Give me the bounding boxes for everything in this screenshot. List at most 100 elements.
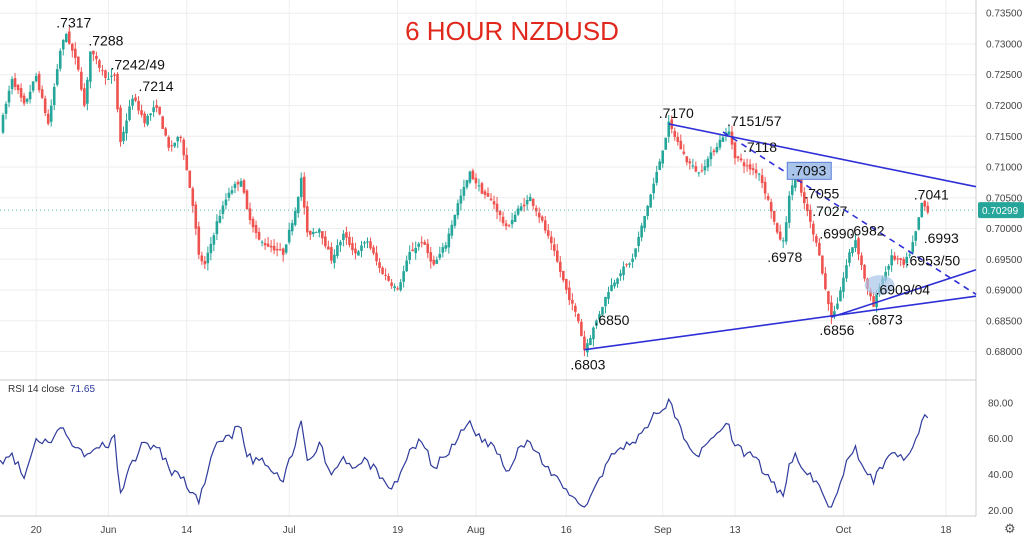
candle-body xyxy=(215,221,219,235)
candle-body xyxy=(769,202,773,212)
candle-body xyxy=(462,186,466,196)
candle-body xyxy=(772,210,776,222)
candle-body xyxy=(137,100,140,111)
candle-body xyxy=(275,248,279,251)
candle-body xyxy=(920,202,924,217)
candle-body xyxy=(607,291,610,299)
candle-body xyxy=(613,282,616,287)
candle-body xyxy=(173,142,177,147)
candle-body xyxy=(55,69,59,85)
rsi-tick-label: 60.00 xyxy=(988,434,1013,445)
candle-body xyxy=(327,246,330,250)
candle-body xyxy=(116,73,119,110)
candle-body xyxy=(706,158,710,168)
price-tick-label: 0.72000 xyxy=(986,101,1023,112)
price-annotations: .7317.7288 .7242/49 .7214 .7170 .7151/57 .711… xyxy=(56,15,960,373)
candle-body xyxy=(809,209,812,222)
candle-body xyxy=(465,180,469,188)
candle-body xyxy=(565,278,568,290)
candle-body xyxy=(830,302,833,317)
candle-body xyxy=(200,255,204,262)
rsi-label: RSI 14 close xyxy=(8,384,65,395)
candle-body xyxy=(534,207,538,212)
rsi-panel: RSI 14 close 71.65 80.00 60.00 40.00 20.00 xyxy=(0,384,1013,517)
candle-body xyxy=(697,172,701,174)
candle-body xyxy=(305,206,309,233)
candle-body xyxy=(513,214,517,222)
candle-body xyxy=(351,243,354,251)
price-annotation: .6990 xyxy=(819,226,854,242)
candle-body xyxy=(98,60,101,68)
candle-body xyxy=(715,147,719,152)
time-tick-label: Aug xyxy=(467,525,485,536)
candle-body xyxy=(86,79,89,104)
candle-body xyxy=(558,261,562,272)
price-tick-label: 0.72500 xyxy=(986,70,1023,81)
candle-body xyxy=(80,71,83,90)
candle-body xyxy=(333,254,336,264)
candle-body xyxy=(134,97,137,101)
candle-body xyxy=(269,245,273,248)
price-annotation: .7214 xyxy=(139,78,174,94)
price-annotation: .6982 xyxy=(850,223,885,239)
candle-body xyxy=(290,223,294,232)
candle-body xyxy=(703,166,707,171)
candle-body xyxy=(203,260,207,265)
candle-body xyxy=(531,198,535,206)
time-tick-label: Jun xyxy=(100,525,116,536)
candle-body xyxy=(540,216,544,221)
candle-body xyxy=(70,43,74,51)
candle-body xyxy=(730,131,734,145)
candle-body xyxy=(655,171,658,183)
candle-body xyxy=(787,195,791,223)
candle-body xyxy=(682,151,686,154)
candle-body xyxy=(296,196,300,214)
price-annotation: .7288 xyxy=(88,32,123,48)
candle-body xyxy=(923,201,927,207)
candle-body xyxy=(468,171,472,183)
candle-body xyxy=(311,231,315,235)
candle-body xyxy=(61,39,65,50)
candle-body xyxy=(854,240,857,248)
candle-body xyxy=(908,254,912,256)
settings-gear-icon[interactable]: ⚙ xyxy=(1004,522,1016,537)
candle-body xyxy=(236,182,240,185)
candle-body xyxy=(161,116,164,129)
candle-body xyxy=(7,90,11,103)
candle-body xyxy=(845,265,848,279)
candle-body xyxy=(366,241,369,243)
candle-body xyxy=(748,164,752,170)
candle-body xyxy=(661,150,665,164)
candle-body xyxy=(372,247,375,254)
price-annotation: .7242/49 xyxy=(110,56,165,72)
candle-body xyxy=(284,244,288,253)
rsi-tick-label: 40.00 xyxy=(988,470,1013,481)
candle-body xyxy=(170,145,174,147)
candle-body xyxy=(622,266,625,276)
time-tick-label: 16 xyxy=(561,525,573,536)
candle-body xyxy=(281,248,285,255)
candle-body xyxy=(263,243,267,246)
candle-body xyxy=(664,137,668,150)
candle-body xyxy=(784,222,788,242)
candle-body xyxy=(302,176,306,208)
candle-body xyxy=(435,259,439,264)
time-tick-label: Oct xyxy=(836,525,852,536)
candle-body xyxy=(164,128,167,136)
price-axis: 0.73500 0.73000 0.72500 0.72000 0.71500 0.710… xyxy=(0,9,1024,358)
candle-body xyxy=(28,91,32,100)
candle-body xyxy=(251,218,255,228)
candle-body xyxy=(417,243,421,247)
candle-body xyxy=(381,267,384,275)
candle-body xyxy=(562,270,565,281)
price-tick-label: 0.69500 xyxy=(986,255,1023,266)
candle-body xyxy=(818,242,821,256)
candle-body xyxy=(537,212,541,218)
candle-body xyxy=(619,273,622,277)
candle-body xyxy=(426,243,430,254)
price-annotation: .6873 xyxy=(868,312,903,328)
candle-body xyxy=(637,236,640,247)
candle-body xyxy=(22,95,26,104)
candle-body xyxy=(10,79,14,90)
candle-body xyxy=(4,103,8,114)
